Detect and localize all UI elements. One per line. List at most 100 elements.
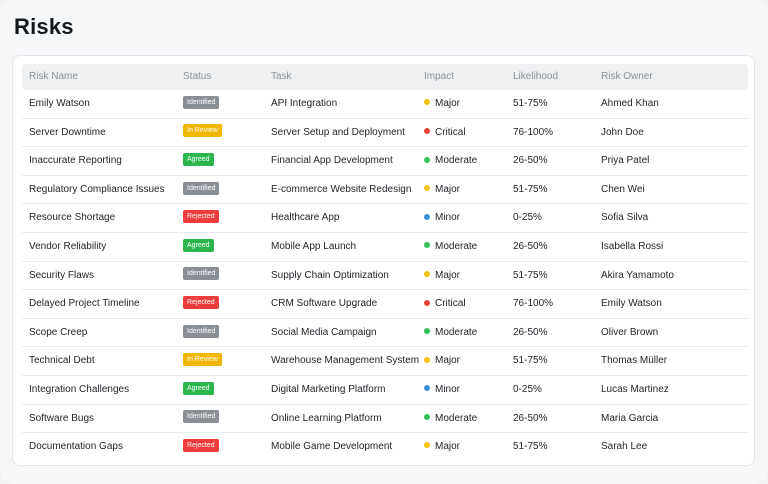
column-header-task[interactable]: Task	[271, 71, 292, 82]
impact-dot-icon	[424, 328, 430, 335]
impact-label: Critical	[435, 298, 466, 310]
risk-name-cell: Security Flaws	[29, 269, 95, 281]
task-cell: CRM Software Upgrade	[271, 298, 378, 310]
likelihood-cell: 26-50%	[513, 326, 548, 338]
table-row[interactable]: Scope Creep Identified Social Media Campai…	[22, 319, 748, 348]
table-row[interactable]: Documentation Gaps Rejected Mobile Game De…	[22, 433, 748, 462]
risk-owner-cell: Sofia Silva	[601, 212, 649, 224]
likelihood-cell: 51-75%	[513, 269, 548, 281]
risk-owner-cell: Ahmed Khan	[601, 98, 659, 109]
column-header-risk-name[interactable]: Risk Name	[29, 71, 78, 82]
table-row[interactable]: Delayed Project Timeline Rejected CRM Soft…	[22, 290, 748, 319]
table-row[interactable]: Vendor Reliability Agreed Mobile App Launc…	[22, 233, 748, 262]
status-badge: Identified	[183, 267, 220, 281]
risk-name-cell: Emily Watson	[29, 98, 90, 109]
column-header-risk-owner[interactable]: Risk Owner	[601, 71, 653, 82]
status-badge: Rejected	[183, 296, 219, 310]
impact-cell: Moderate	[424, 233, 477, 262]
task-cell: Server Setup and Deployment	[271, 126, 405, 138]
table-row[interactable]: Inaccurate Reporting Agreed Financial App …	[22, 147, 748, 176]
likelihood-cell: 0-25%	[513, 212, 542, 224]
risk-name-cell: Vendor Reliability	[29, 240, 107, 252]
impact-label: Moderate	[435, 412, 478, 424]
impact-dot-icon	[424, 299, 430, 306]
impact-dot-icon	[424, 156, 430, 163]
table-row[interactable]: Resource Shortage Rejected Healthcare App M…	[22, 204, 748, 233]
impact-dot-icon	[424, 213, 430, 220]
status-cell: Rejected	[183, 204, 219, 233]
task-cell: Warehouse Management System	[271, 355, 420, 367]
task-cell: E-commerce Website Redesign	[271, 183, 412, 195]
risk-owner-cell: Isabella Rossi	[601, 240, 664, 252]
status-badge: Agreed	[183, 381, 214, 395]
risk-owner-cell: Priya Patel	[601, 155, 650, 167]
impact-dot-icon	[424, 99, 430, 106]
impact-cell: Moderate	[424, 405, 477, 434]
status-cell: Rejected	[183, 433, 219, 462]
task-cell: Supply Chain Optimization	[271, 269, 389, 281]
risk-name-cell: Software Bugs	[29, 412, 95, 424]
impact-cell: Moderate	[424, 147, 477, 176]
impact-label: Minor	[435, 212, 461, 224]
status-badge: Rejected	[183, 438, 219, 452]
status-badge: Identified	[183, 410, 220, 424]
risk-name-cell: Inaccurate Reporting	[29, 155, 122, 167]
page-title: Risks	[14, 14, 74, 39]
likelihood-cell: 51-75%	[513, 183, 548, 195]
task-cell: Online Learning Platform	[271, 412, 382, 424]
status-cell: Identified	[183, 319, 220, 348]
status-badge: Agreed	[183, 153, 214, 167]
status-cell: In Review	[183, 347, 222, 376]
status-cell: Identified	[183, 405, 220, 434]
impact-cell: Major	[424, 90, 460, 119]
impact-label: Moderate	[435, 326, 478, 338]
likelihood-cell: 76-100%	[513, 298, 554, 310]
table-row[interactable]: Integration Challenges Agreed Digital Mark…	[22, 376, 748, 405]
impact-label: Major	[435, 355, 461, 367]
table-row[interactable]: Security Flaws Identified Supply Chain Opt…	[22, 262, 748, 291]
column-header-status[interactable]: Status	[183, 71, 212, 82]
status-cell: Agreed	[183, 233, 214, 262]
likelihood-cell: 26-50%	[513, 412, 548, 424]
table-header: Risk Name Status Task Impact Likelihood …	[22, 64, 748, 90]
table-row[interactable]: Regulatory Compliance Issues Identified E-…	[22, 176, 748, 205]
risks-table-card: Risk Name Status Task Impact Likelihood …	[12, 55, 755, 466]
likelihood-cell: 51-75%	[513, 98, 548, 109]
column-header-impact[interactable]: Impact	[424, 71, 455, 82]
risk-owner-cell: Emily Watson	[601, 298, 662, 310]
likelihood-cell: 76-100%	[513, 126, 554, 138]
risk-owner-cell: Lucas Martinez	[601, 383, 669, 395]
table-row[interactable]: Technical Debt In Review Warehouse Managem…	[22, 347, 748, 376]
status-badge: Identified	[183, 181, 220, 195]
risk-owner-cell: Oliver Brown	[601, 326, 659, 338]
impact-cell: Minor	[424, 376, 460, 405]
likelihood-cell: 0-25%	[513, 383, 542, 395]
likelihood-cell: 51-75%	[513, 441, 548, 453]
status-badge: In Review	[183, 124, 222, 138]
likelihood-cell: 26-50%	[513, 155, 548, 167]
impact-label: Moderate	[435, 240, 478, 252]
task-cell: Social Media Campaign	[271, 326, 377, 338]
impact-dot-icon	[424, 270, 430, 277]
task-cell: Healthcare App	[271, 212, 340, 224]
impact-label: Moderate	[435, 155, 478, 167]
task-cell: Mobile App Launch	[271, 240, 357, 252]
impact-cell: Critical	[424, 290, 466, 319]
status-cell: Identified	[183, 262, 220, 291]
impact-dot-icon	[424, 442, 430, 449]
table-row[interactable]: Emily Watson Identified API Integration Maj…	[22, 90, 748, 119]
impact-cell: Major	[424, 347, 460, 376]
table-row[interactable]: Server Downtime In Review Server Setup and…	[22, 119, 748, 148]
task-cell: Financial App Development	[271, 155, 393, 167]
risk-owner-cell: Thomas Müller	[601, 355, 668, 367]
risk-name-cell: Integration Challenges	[29, 383, 130, 395]
risk-name-cell: Resource Shortage	[29, 212, 116, 224]
impact-cell: Major	[424, 262, 460, 291]
risk-name-cell: Documentation Gaps	[29, 441, 123, 453]
column-header-likelihood[interactable]: Likelihood	[513, 71, 559, 82]
impact-label: Critical	[435, 126, 466, 138]
impact-dot-icon	[424, 385, 430, 392]
impact-cell: Critical	[424, 119, 466, 148]
table-row[interactable]: Software Bugs Identified Online Learning P…	[22, 405, 748, 434]
status-badge: Identified	[183, 95, 220, 109]
